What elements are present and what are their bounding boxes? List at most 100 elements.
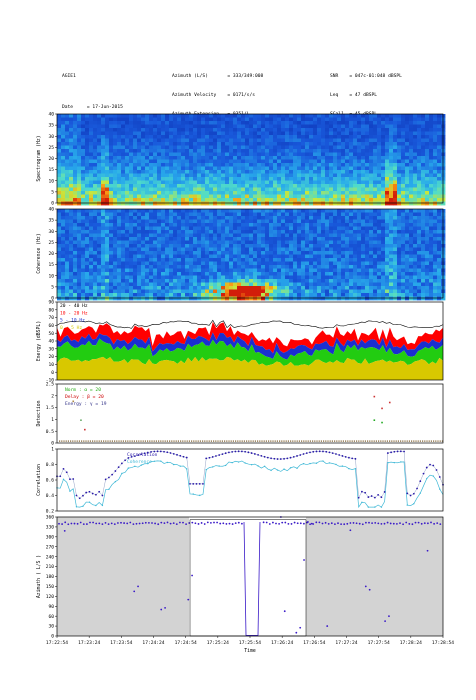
azimuth-point [234, 522, 237, 525]
coherence-point [140, 464, 143, 466]
azimuth-point [343, 523, 346, 526]
azimuth-point [388, 615, 390, 618]
detection-point [182, 440, 184, 442]
ytick-label: 1 [51, 417, 54, 423]
coherence-point [244, 462, 246, 464]
detection-point [166, 440, 168, 442]
detection-point [283, 440, 285, 442]
xtick-label: 17:24:54 [175, 640, 197, 646]
ytick-label: 60 [48, 323, 54, 329]
ytick-label: 35 [48, 123, 54, 129]
coherence-point [153, 460, 156, 462]
detection-point [364, 440, 366, 442]
correlation-point [354, 457, 357, 460]
detection-point [279, 440, 281, 442]
azimuth-point [414, 521, 417, 524]
coherence-point [211, 466, 214, 468]
coherence-point [82, 505, 84, 507]
detection-point [100, 440, 102, 442]
correlation-point [425, 466, 428, 469]
azimuth-point [137, 585, 139, 588]
azimuth-point [368, 521, 370, 524]
detection-point [151, 440, 153, 442]
correlation-point [85, 491, 88, 494]
detection-point [111, 440, 113, 442]
xtick-label: 17:28:54 [432, 640, 454, 646]
band-10-20hz-area [57, 338, 443, 366]
detection-point [413, 440, 415, 442]
correlation-point [403, 450, 405, 453]
detection-point [325, 440, 327, 442]
azimuth-drop-line [243, 521, 261, 636]
ytick-label: 35 [48, 218, 54, 224]
detection-point [309, 440, 311, 442]
correlation-point [218, 454, 221, 456]
detection-point [96, 440, 98, 442]
y-axis-label: Correlation [36, 464, 42, 496]
correlation-point [59, 475, 62, 478]
coherence-point [328, 462, 331, 464]
azimuth-point [330, 522, 333, 525]
azimuth-point [396, 522, 398, 525]
xtick-label: 17:24:24 [142, 640, 164, 646]
correlation-point [429, 463, 431, 466]
detection-point [437, 440, 439, 442]
azimuth-point [411, 523, 414, 526]
detection-point [285, 440, 287, 442]
azimuth-point [138, 522, 141, 525]
detection-point [92, 440, 94, 442]
detection-point [358, 440, 360, 442]
header-date: Date = 17-Jun-2015 [62, 105, 123, 111]
correlation-point [62, 467, 65, 470]
correlation-point [127, 457, 130, 459]
energy-legend-item: 5 - 10 Hz [60, 318, 85, 324]
azimuth-point [427, 522, 429, 525]
detection-point [217, 440, 219, 442]
ytick-label: 2.5 [46, 382, 55, 388]
correlation-point [182, 455, 185, 458]
detection-point [221, 440, 223, 442]
ytick-label: 240 [46, 554, 55, 560]
detection-point [404, 440, 406, 442]
detection-point [204, 440, 206, 442]
detection-point [188, 440, 190, 442]
shaded-region-left [57, 517, 189, 636]
azimuth-point [144, 521, 147, 524]
coherence-point [354, 468, 357, 470]
correlation-point [338, 454, 341, 456]
detection-point [388, 401, 391, 404]
detection-point [411, 440, 413, 442]
detection-point [83, 440, 85, 442]
ytick-label: 120 [46, 594, 55, 600]
detection-point [206, 440, 208, 442]
ytick-label: 10 [48, 178, 54, 184]
detection-point [419, 440, 421, 442]
coherence-point [75, 506, 78, 508]
detection-point [406, 440, 408, 442]
detection-point [173, 440, 175, 442]
band-top-line [56, 319, 444, 329]
header-azimuth: Azimuth (L/S) = 333/349:008 [172, 74, 264, 80]
detection-point [235, 440, 237, 442]
detection-point [78, 440, 80, 442]
detection-point [384, 440, 386, 442]
detection-point [116, 440, 118, 442]
coherence-point [419, 492, 421, 494]
azimuth-point [430, 521, 432, 524]
correlation-point [250, 452, 253, 454]
azimuth-point [188, 522, 191, 524]
ytick-label: 30 [48, 624, 54, 630]
band-0-5hz-area [57, 321, 443, 354]
correlation-point [373, 496, 376, 499]
azimuth-point [191, 521, 194, 524]
correlation-point [266, 456, 269, 459]
detection-point [131, 440, 133, 442]
detection-point [336, 440, 338, 442]
azimuth-point [309, 523, 311, 526]
xtick-label: 17:26:54 [303, 640, 325, 646]
detection-point [210, 440, 212, 442]
correlation-point [386, 452, 389, 454]
azimuth-point [148, 522, 150, 524]
detection-point [268, 440, 270, 442]
correlation-legend-item: Coherence [127, 459, 152, 465]
